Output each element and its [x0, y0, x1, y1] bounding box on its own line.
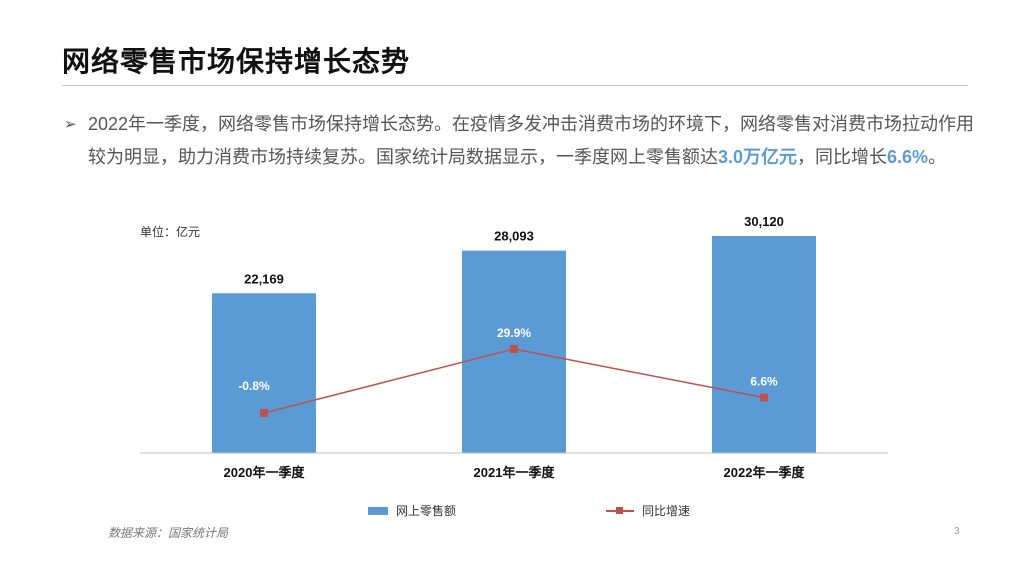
legend-item-line: 同比增速 — [606, 502, 690, 519]
bar-value-label-2: 30,120 — [744, 214, 784, 229]
bullet-paragraph: ➢ 2022年一季度，网络零售市场保持增长态势。在疫情多发冲击消费市场的环境下，… — [64, 108, 984, 174]
growth-point-1 — [510, 345, 518, 353]
bullet-text-part3: 。 — [928, 147, 947, 167]
chart-legend: 网上零售额 同比增速 — [0, 502, 1024, 522]
bullet-text-part1: 2022年一季度，网络零售市场保持增长态势。在疫情多发冲击消费市场的环境下，网络… — [88, 114, 975, 167]
bullet-arrow-icon: ➢ — [64, 116, 77, 133]
growth-point-0 — [260, 409, 268, 417]
category-label-0: 2020年一季度 — [224, 465, 306, 480]
category-label-2: 2022年一季度 — [724, 465, 806, 480]
legend-bar-label: 网上零售额 — [396, 504, 457, 518]
growth-label-2: 6.6% — [750, 375, 778, 389]
legend-line-label: 同比增速 — [642, 504, 691, 518]
title-divider — [62, 85, 968, 86]
bullet-text: 2022年一季度，网络零售市场保持增长态势。在疫情多发冲击消费市场的环境下，网络… — [88, 108, 984, 174]
legend-item-bar: 网上零售额 — [368, 502, 456, 519]
retail-chart: 22,169 2020年一季度 28,093 2021年一季度 30,120 2022年一… — [140, 214, 888, 480]
chart-unit-label: 单位：亿元 — [140, 225, 201, 239]
highlight-growth: 6.6% — [887, 147, 929, 167]
growth-label-1: 29.9% — [497, 326, 531, 340]
growth-point-2 — [760, 393, 768, 402]
highlight-total: 3.0万亿元 — [718, 147, 798, 167]
slide-title: 网络零售市场保持增长态势 — [62, 46, 411, 77]
bar-2 — [712, 236, 816, 453]
page-number: 3 — [954, 526, 960, 537]
bar-value-label-1: 28,093 — [494, 229, 534, 244]
bullet-text-part2: ，同比增长 — [797, 147, 888, 167]
legend-line-swatch — [606, 506, 634, 516]
data-source: 数据来源：国家统计局 — [108, 526, 229, 540]
legend-bar-swatch — [368, 506, 388, 515]
bar-value-label-0: 22,169 — [244, 271, 284, 286]
bar-0 — [212, 293, 316, 453]
category-label-1: 2021年一季度 — [474, 465, 556, 480]
growth-label-0: -0.8% — [238, 379, 270, 393]
